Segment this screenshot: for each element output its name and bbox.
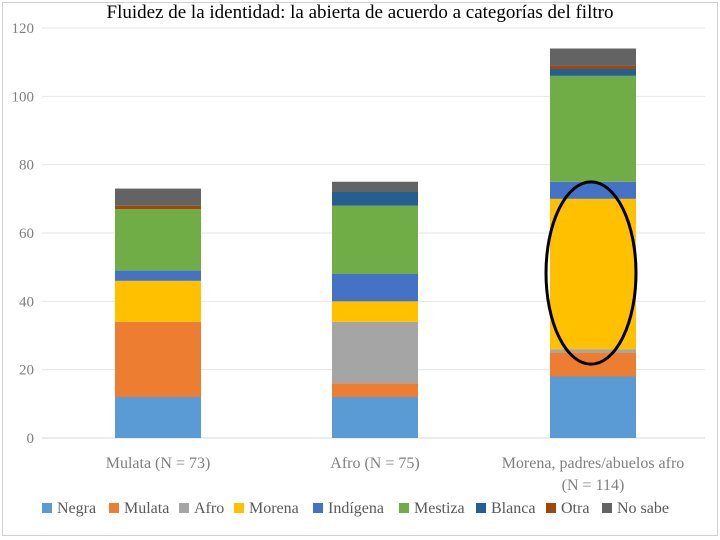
x-category-label-0: Mulata (N = 73) — [106, 455, 211, 472]
bar-segment-no-sabe-0 — [115, 188, 201, 206]
bar-segment-morena-1 — [332, 301, 418, 322]
legend-swatch-negra — [42, 503, 52, 513]
legend-swatch-no-sabe — [602, 503, 612, 513]
chart-title: Fluidez de la identidad: la abierta de a… — [106, 2, 614, 23]
legend-swatch-ind-gena — [313, 503, 323, 513]
legend-label-otra: Otra — [561, 500, 589, 517]
legend-swatch-mulata — [109, 503, 119, 513]
bar-segment-ind-gena-1 — [332, 274, 418, 302]
y-tick-label-80: 80 — [19, 158, 34, 174]
y-tick-label-60: 60 — [19, 226, 34, 242]
bar-segment-mulata-1 — [332, 383, 418, 397]
bar-segment-no-sabe-1 — [332, 181, 418, 192]
y-tick-label-0: 0 — [27, 431, 35, 447]
bar-segment-otra-0 — [115, 205, 201, 210]
legend-label-no-sabe: No sabe — [617, 500, 669, 517]
bar-segment-blanca-2 — [550, 69, 636, 76]
legend-swatch-morena — [234, 503, 244, 513]
bar-segment-morena-0 — [115, 280, 201, 322]
bar-segment-mulata-0 — [115, 321, 201, 397]
legend-label-mestiza: Mestiza — [414, 500, 465, 517]
bar-segment-no-sabe-2 — [550, 48, 636, 66]
y-tick-label-20: 20 — [19, 363, 34, 379]
bar-segment-mestiza-0 — [115, 209, 201, 271]
bar-segment-negra-2 — [550, 376, 636, 438]
legend-swatch-mestiza — [399, 503, 409, 513]
bar-segment-negra-0 — [115, 397, 201, 438]
bar-segment-ind-gena-2 — [550, 181, 636, 199]
x-category-label-2: Morena, padres/abuelos afro — [502, 455, 685, 472]
legend-label-afro: Afro — [194, 500, 224, 517]
legend-swatch-otra — [546, 503, 556, 513]
x-category-label-2-line1: (N = 114) — [562, 477, 625, 494]
legend-label-negra: Negra — [57, 500, 96, 517]
bar-segment-otra-2 — [550, 65, 636, 69]
bar-segment-mestiza-2 — [550, 75, 636, 182]
legend-label-blanca: Blanca — [491, 500, 535, 517]
bar-segment-ind-gena-0 — [115, 270, 201, 281]
bar-segment-mestiza-1 — [332, 205, 418, 274]
bar-segment-afro-2 — [550, 349, 636, 353]
highlight-ellipse — [544, 180, 638, 366]
legend-label-ind-gena: Indígena — [328, 500, 384, 517]
bar-segment-afro-1 — [332, 321, 418, 384]
legend-label-mulata: Mulata — [124, 500, 169, 517]
legend-label-morena: Morena — [249, 500, 299, 517]
legend-swatch-afro — [179, 503, 189, 513]
bar-segment-morena-2 — [550, 198, 636, 350]
bar-segment-negra-1 — [332, 397, 418, 438]
y-tick-label-120: 120 — [12, 21, 35, 37]
legend-swatch-blanca — [476, 503, 486, 513]
y-tick-label-100: 100 — [12, 89, 35, 105]
x-category-label-1: Afro (N = 75) — [330, 455, 419, 472]
y-tick-label-40: 40 — [19, 294, 34, 310]
bar-segment-blanca-1 — [332, 192, 418, 206]
